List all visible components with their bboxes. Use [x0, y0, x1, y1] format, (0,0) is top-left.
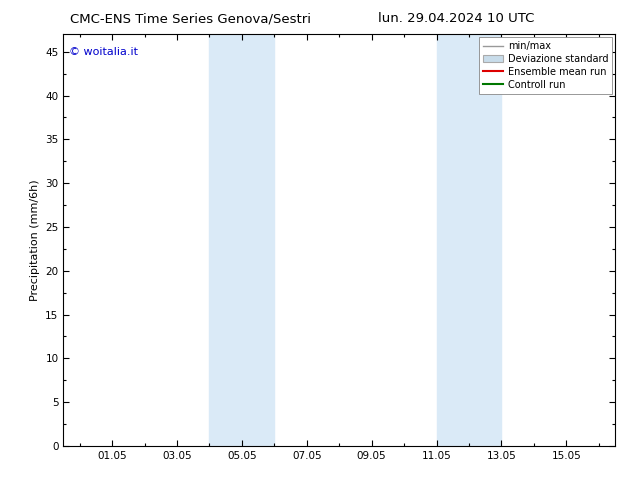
Bar — [209, 34, 275, 446]
Text: lun. 29.04.2024 10 UTC: lun. 29.04.2024 10 UTC — [378, 12, 534, 25]
Y-axis label: Precipitation (mm/6h): Precipitation (mm/6h) — [30, 179, 40, 301]
Bar — [437, 34, 501, 446]
Legend: min/max, Deviazione standard, Ensemble mean run, Controll run: min/max, Deviazione standard, Ensemble m… — [479, 37, 612, 94]
Text: © woitalia.it: © woitalia.it — [69, 47, 138, 57]
Text: CMC-ENS Time Series Genova/Sestri: CMC-ENS Time Series Genova/Sestri — [70, 12, 311, 25]
